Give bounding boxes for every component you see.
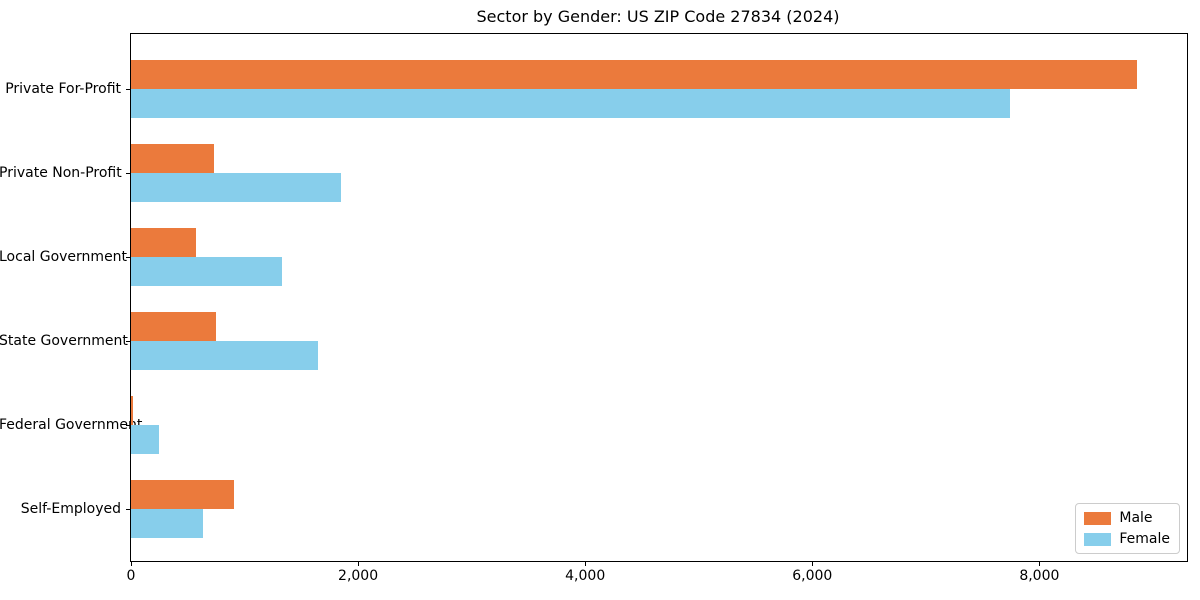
legend-item-male: Male xyxy=(1084,510,1170,526)
bar-female-state-government xyxy=(131,341,319,370)
legend-swatch-female xyxy=(1084,532,1112,546)
x-tick-0 xyxy=(130,561,132,566)
bar-female-local-government xyxy=(131,257,283,286)
plot-area: Male Female Private For-Profit Private No… xyxy=(0,33,1188,584)
x-label-8000: 8,000 xyxy=(1019,568,1060,584)
legend-label-female: Female xyxy=(1119,531,1170,547)
y-label-local-government: Local Government xyxy=(0,249,128,265)
x-label-6000: 6,000 xyxy=(792,568,833,584)
bar-female-self-employed xyxy=(131,509,203,538)
y-label-federal-government: Federal Government xyxy=(0,417,143,433)
bar-male-local-government xyxy=(131,228,196,257)
y-tick-federal-government xyxy=(126,424,131,426)
y-tick-private-for-profit xyxy=(126,88,131,90)
legend-item-female: Female xyxy=(1084,531,1170,547)
chart-title: Sector by Gender: US ZIP Code 27834 (202… xyxy=(476,7,840,26)
y-tick-private-non-profit xyxy=(126,172,131,174)
y-label-private-non-profit: Private Non-Profit xyxy=(0,165,122,181)
bar-female-private-non-profit xyxy=(131,173,342,202)
y-label-self-employed: Self-Employed xyxy=(20,501,121,517)
bar-male-self-employed xyxy=(131,480,235,509)
bar-male-private-for-profit xyxy=(131,60,1138,89)
bar-male-federal-government xyxy=(131,396,133,425)
x-label-0: 0 xyxy=(126,568,136,584)
x-label-2000: 2,000 xyxy=(338,568,379,584)
y-tick-self-employed xyxy=(126,508,131,510)
x-tick-8000 xyxy=(1038,561,1040,566)
x-tick-2000 xyxy=(357,561,359,566)
legend-label-male: Male xyxy=(1119,510,1153,526)
bar-female-private-for-profit xyxy=(131,89,1010,118)
x-tick-4000 xyxy=(584,561,586,566)
x-label-4000: 4,000 xyxy=(565,568,606,584)
x-tick-6000 xyxy=(811,561,813,566)
y-label-state-government: State Government xyxy=(0,333,128,349)
legend: Male Female xyxy=(1075,503,1180,554)
y-tick-local-government xyxy=(126,256,131,258)
bar-male-state-government xyxy=(131,312,217,341)
legend-swatch-male xyxy=(1084,511,1112,525)
bar-male-private-non-profit xyxy=(131,144,214,173)
bar-female-federal-government xyxy=(131,425,160,454)
y-label-private-for-profit: Private For-Profit xyxy=(5,81,121,97)
y-tick-state-government xyxy=(126,340,131,342)
